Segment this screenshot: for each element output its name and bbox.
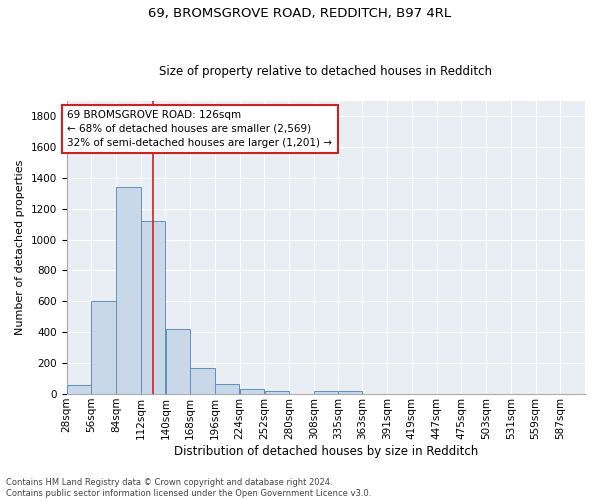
Bar [265, 391, 289, 394]
Bar [314, 391, 338, 394]
Bar [338, 391, 362, 394]
Bar [67, 385, 91, 394]
Text: 69 BROMSGROVE ROAD: 126sqm
← 68% of detached houses are smaller (2,569)
32% of s: 69 BROMSGROVE ROAD: 126sqm ← 68% of deta… [67, 110, 332, 148]
Bar [166, 329, 190, 394]
Bar [141, 221, 165, 394]
Bar [190, 368, 215, 394]
Y-axis label: Number of detached properties: Number of detached properties [15, 160, 25, 335]
Title: Size of property relative to detached houses in Redditch: Size of property relative to detached ho… [159, 66, 492, 78]
Text: Contains HM Land Registry data © Crown copyright and database right 2024.
Contai: Contains HM Land Registry data © Crown c… [6, 478, 371, 498]
Text: 69, BROMSGROVE ROAD, REDDITCH, B97 4RL: 69, BROMSGROVE ROAD, REDDITCH, B97 4RL [148, 8, 452, 20]
Bar [240, 388, 264, 394]
Bar [91, 302, 116, 394]
Bar [116, 187, 140, 394]
X-axis label: Distribution of detached houses by size in Redditch: Distribution of detached houses by size … [173, 444, 478, 458]
Bar [215, 384, 239, 394]
